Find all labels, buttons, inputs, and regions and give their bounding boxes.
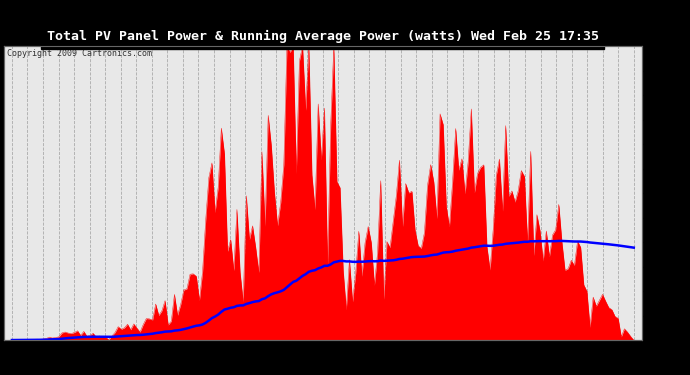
Title: Total PV Panel Power & Running Average Power (watts) Wed Feb 25 17:35: Total PV Panel Power & Running Average P… <box>47 30 599 44</box>
Text: Total PV Panel Power & Running Average Power (watts) Wed Feb 25 17:35: Total PV Panel Power & Running Average P… <box>21 11 573 24</box>
Text: Copyright 2009 Cartronics.com: Copyright 2009 Cartronics.com <box>8 49 152 58</box>
